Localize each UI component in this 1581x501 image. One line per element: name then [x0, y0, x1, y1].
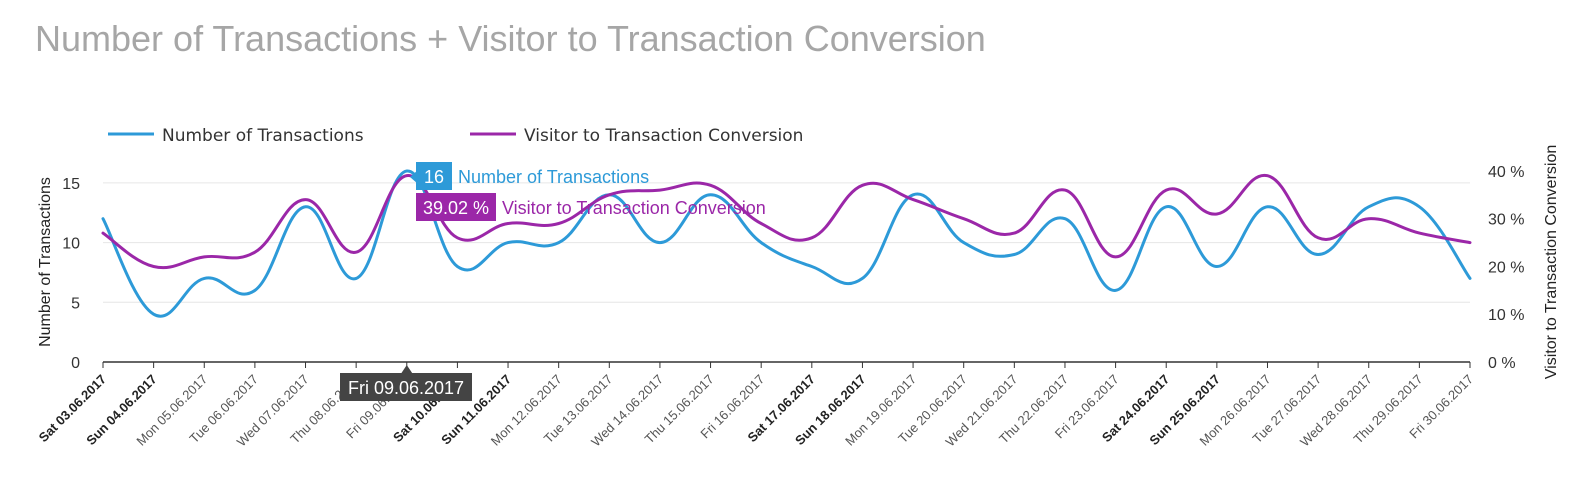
legend-item-label[interactable]: Visitor to Transaction Conversion [524, 126, 803, 146]
tooltip-category-box [340, 373, 472, 401]
y-right-tick-label: 0 % [1488, 355, 1516, 372]
tooltip-transactions-value: 16 [424, 167, 444, 187]
y-left-tick-label: 15 [62, 176, 80, 193]
tooltip-transactions-label: Number of Transactions [458, 167, 649, 187]
y-left-tick-label: 10 [62, 236, 80, 253]
y-right-axis-title: Visitor to Transaction Conversion [1543, 145, 1560, 379]
y-right-tick-label: 30 % [1488, 212, 1524, 229]
y-left-tick-label: 0 [71, 355, 80, 372]
tooltip-conversion-label: Visitor to Transaction Conversion [502, 198, 766, 218]
tooltip-conversion-value: 39.02 % [423, 198, 489, 218]
series-line-transactions[interactable] [101, 169, 1472, 318]
tooltip-pointer [400, 365, 413, 374]
y-left-tick-label: 5 [71, 295, 80, 312]
y-right-tick-label: 10 % [1488, 307, 1524, 324]
legend-item-label[interactable]: Number of Transactions [162, 126, 364, 146]
axes: 0 5 10 15 0 % 10 % 20 % 30 % 40 % Number of Trans… [36, 145, 1560, 450]
y-right-tick-label: 40 % [1488, 164, 1524, 181]
series-lines[interactable] [101, 169, 1472, 318]
tooltip-conversion-value-box [416, 193, 496, 221]
tooltip-transactions-value-box [416, 162, 452, 190]
tooltip-category-label: Fri 09.06.2017 [348, 378, 464, 398]
y-right-tick-label: 20 % [1488, 259, 1524, 276]
legend[interactable]: Number of Transactions Visitor to Transac… [108, 126, 803, 146]
tooltip: Fri 09.06.2017 16 Number of Transactions 39… [340, 162, 766, 401]
chart-title: Number of Transactions + Visitor to Tran… [35, 18, 986, 59]
y-left-axis-title: Number of Transactions [37, 177, 54, 347]
series-line-conversion[interactable] [101, 174, 1472, 270]
